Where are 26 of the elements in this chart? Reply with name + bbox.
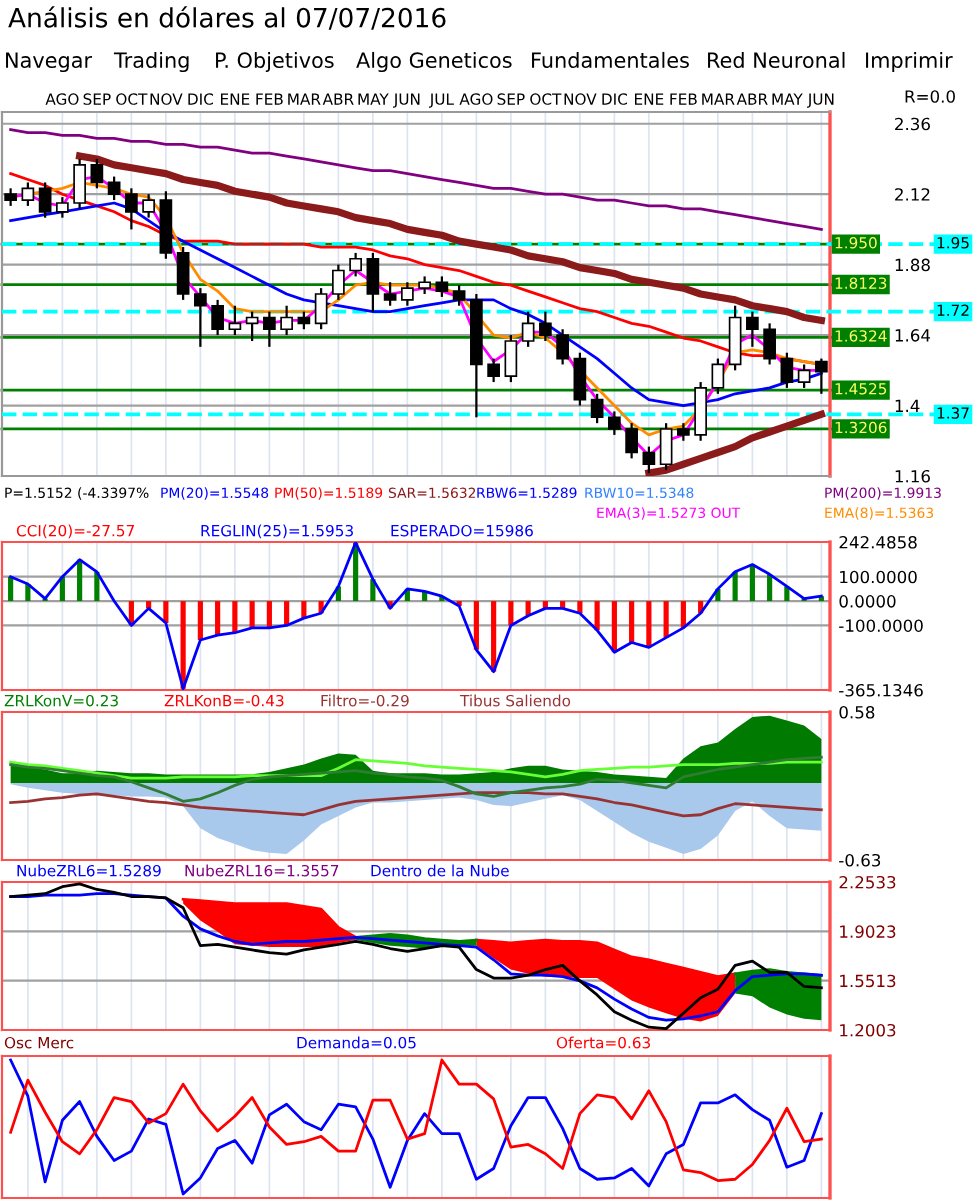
y-tick-label: 2.12	[895, 188, 930, 201]
y-tick-label: 1.4	[895, 399, 920, 412]
text: Imprimir	[866, 51, 953, 73]
y-tick-label: -365.1346	[839, 683, 923, 697]
text: R=0.0	[905, 90, 955, 103]
y-tick-label: 1.88	[895, 258, 930, 272]
text: Red Neuronal	[708, 51, 845, 69]
y-tick-label: 1.9023	[840, 925, 896, 938]
y-tick-label: 242.4858	[839, 535, 917, 549]
text: Navegar	[6, 52, 93, 73]
y-tick-label: -0.63	[839, 853, 881, 867]
y-tick-label: 0.58	[839, 705, 875, 719]
y-tick-label: 2.36	[895, 117, 930, 131]
y-tick-label: 1.5513	[840, 974, 896, 988]
y-tick-label: 0.0000	[839, 595, 896, 608]
y-tick-label: 2.2533	[839, 875, 896, 889]
y-tick-label: 1.64	[895, 329, 931, 342]
text: P. Objetivos	[216, 51, 334, 73]
y-tick-label: -100.0000	[839, 619, 923, 632]
y-tick-label: 1.16	[895, 469, 930, 483]
text: Algo Geneticos	[356, 51, 512, 73]
y-tick-label: 1.2003	[840, 1023, 896, 1037]
text: Fundamentales	[532, 51, 689, 69]
y-tick-label: 100.0000	[840, 570, 917, 584]
text: Trading	[113, 51, 189, 73]
chart-title: Análisis en dólares al 07/07/2016	[8, 6, 446, 30]
